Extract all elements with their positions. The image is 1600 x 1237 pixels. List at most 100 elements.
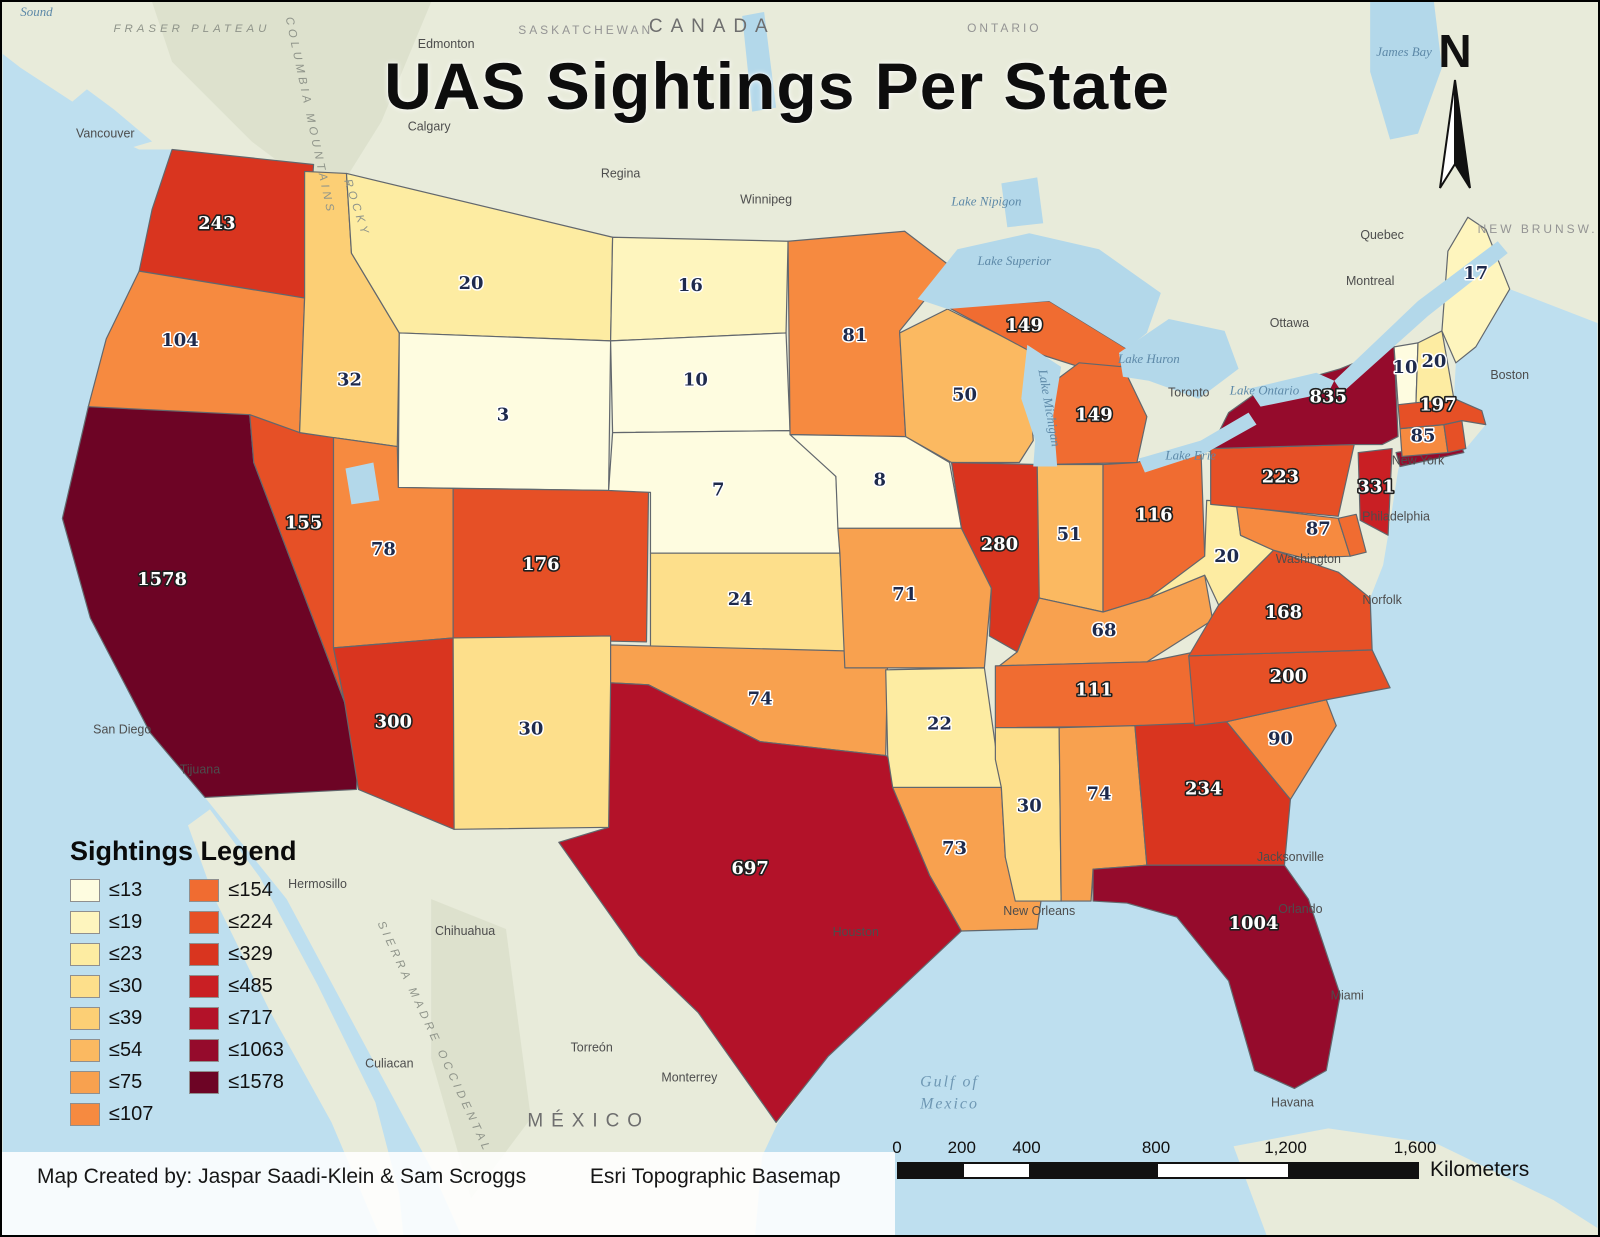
- legend-swatch: [189, 943, 220, 966]
- island-land: [2, 17, 99, 102]
- state-value-OR: 104: [161, 330, 198, 351]
- legend-swatch: [189, 1039, 220, 1062]
- credit-author: Map Created by: Jaspar Saadi-Klein & Sam…: [37, 1165, 527, 1188]
- state-value-FL: 1004: [1229, 913, 1279, 934]
- ocean: [2, 89, 462, 1235]
- basemap-label: Jacksonville: [1257, 850, 1324, 864]
- legend-label: ≤54: [109, 1039, 143, 1061]
- basemap-label: Lake Superior: [976, 253, 1052, 268]
- basemap-label: New Orleans: [1003, 904, 1075, 918]
- state-RI: [1443, 420, 1467, 454]
- basemap-label: Calgary: [408, 120, 452, 134]
- lake: [917, 233, 1161, 349]
- legend-item: ≤1063: [189, 1039, 284, 1062]
- state-value-AL: 74: [1087, 783, 1112, 804]
- legend-label: ≤1578: [228, 1071, 284, 1093]
- legend-swatch: [189, 911, 220, 934]
- state-value-ID: 32: [337, 370, 362, 391]
- lake: [1001, 177, 1044, 228]
- legend-label: ≤39: [109, 1007, 143, 1029]
- legend-item: ≤54: [70, 1039, 153, 1062]
- state-value-NV: 155: [285, 512, 322, 533]
- legend-item: ≤717: [189, 1007, 283, 1030]
- legend-label: ≤107: [109, 1103, 154, 1125]
- basemap-label: Tijuana: [180, 762, 220, 776]
- legend-swatch: [189, 1071, 220, 1094]
- legend-label: ≤19: [109, 911, 143, 933]
- state-value-TN: 111: [1075, 680, 1112, 701]
- scale-tick: 200: [947, 1138, 976, 1157]
- legend-swatch: [70, 943, 100, 966]
- state-value-KS: 24: [728, 589, 753, 610]
- lake: [1118, 318, 1239, 399]
- legend-item: ≤19: [70, 911, 153, 934]
- state-value-LA: 73: [942, 838, 967, 859]
- state-value-MI: 149: [1006, 315, 1043, 336]
- basemap-label: Boston: [1490, 368, 1529, 382]
- scale-bar: 0 200 400 800 1,200 1,600: [892, 1138, 1436, 1179]
- basemap-label: Washington: [1276, 552, 1341, 566]
- state-value-WV: 20: [1214, 546, 1239, 567]
- legend-swatch: [70, 1071, 100, 1094]
- lake: [345, 462, 380, 505]
- scale-unit: Kilometers: [1430, 1158, 1530, 1181]
- state-value-NH: 20: [1421, 351, 1446, 372]
- state-MA: [1397, 396, 1487, 430]
- state-value-IL: 280: [981, 534, 1018, 555]
- legend-swatch: [70, 911, 100, 934]
- state-value-MD: 87: [1306, 518, 1331, 539]
- basemap-label: Winnipeg: [740, 192, 792, 206]
- legend-label: ≤485: [228, 975, 273, 997]
- state-value-NY: 835: [1310, 387, 1347, 408]
- basemap-label: Culiacan: [365, 1057, 413, 1071]
- state-value-MN: 81: [842, 325, 867, 346]
- state-value-OK: 74: [748, 689, 773, 710]
- basemap-label: CANADA: [649, 16, 776, 37]
- legend-item: ≤329: [189, 943, 283, 966]
- legend-label: ≤23: [109, 943, 143, 965]
- legend-item: ≤485: [189, 975, 283, 998]
- legend-label: ≤1063: [228, 1039, 284, 1061]
- legend-item: ≤75: [70, 1071, 153, 1094]
- legend-label: ≤13: [109, 879, 143, 901]
- legend-item: ≤30: [70, 975, 153, 998]
- scale-tick: 1,200: [1264, 1138, 1307, 1157]
- state-value-SD: 10: [683, 370, 708, 391]
- state-value-NE: 7: [712, 479, 724, 500]
- basemap-label: Miami: [1331, 989, 1364, 1003]
- lake: [1370, 2, 1442, 140]
- basemap-label: Toronto: [1168, 386, 1210, 400]
- state-value-NC: 200: [1270, 666, 1307, 687]
- state-value-MA: 197: [1419, 395, 1456, 416]
- state-CO: [452, 487, 650, 643]
- scale-segment: [899, 1164, 964, 1177]
- legend-item: ≤1578: [189, 1071, 284, 1094]
- north-arrow: N: [1424, 28, 1486, 198]
- basemap-label: Lake Erie: [1164, 448, 1216, 463]
- lake: [742, 11, 777, 112]
- legend-item: ≤224: [189, 911, 283, 934]
- lake: [1021, 344, 1062, 467]
- basemap-label: Edmonton: [418, 37, 475, 51]
- state-value-GA: 234: [1185, 778, 1222, 799]
- basemap-label: Regina: [601, 166, 640, 180]
- state-value-MI: 149: [1075, 405, 1112, 426]
- state-WI: [899, 308, 1034, 464]
- scale-bar-segments: [897, 1162, 1419, 1179]
- state-value-WI: 50: [952, 385, 977, 406]
- state-value-AZ: 300: [375, 712, 412, 733]
- legend-columns: ≤13 ≤19 ≤23 ≤30 ≤39 ≤54 ≤75 ≤107 ≤154 ≤224 ≤329 ≤4…: [70, 879, 297, 1126]
- basemap-label: Gulf of: [920, 1073, 979, 1090]
- state-value-NJ: 331: [1357, 476, 1394, 497]
- state-value-IA: 8: [873, 469, 885, 490]
- state-AZ: [332, 637, 455, 830]
- basemap-label: Lake Nipigon: [950, 193, 1021, 208]
- legend-swatch: [70, 1039, 100, 1062]
- lake: [1138, 412, 1257, 473]
- scale-tick: 0: [892, 1138, 902, 1157]
- state-value-SC: 90: [1268, 729, 1293, 750]
- legend-swatch: [189, 879, 220, 902]
- state-value-MS: 30: [1017, 795, 1042, 816]
